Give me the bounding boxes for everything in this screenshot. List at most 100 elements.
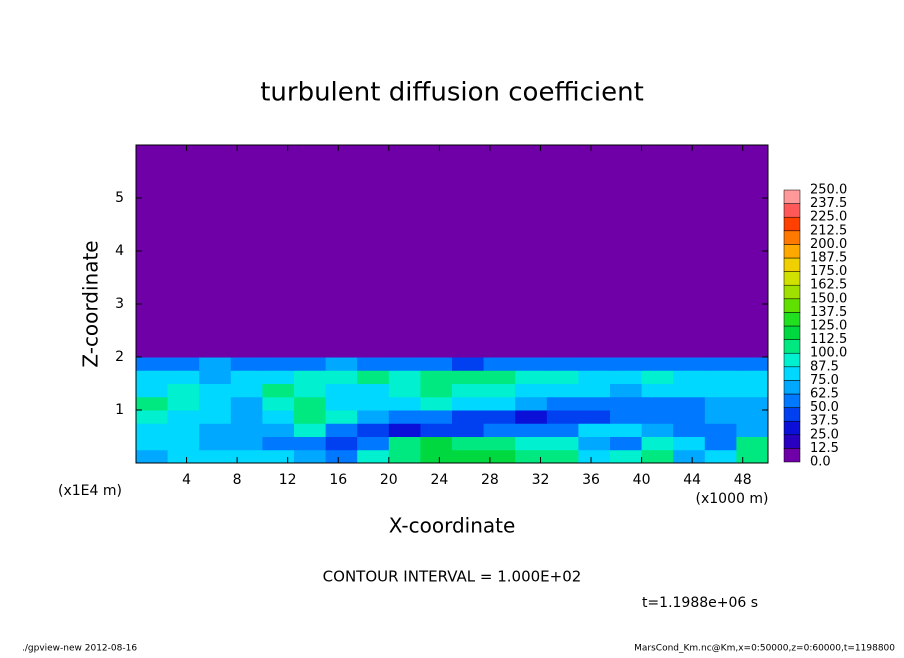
cell <box>294 410 327 424</box>
cell <box>167 357 200 371</box>
cell <box>641 423 674 437</box>
cell <box>641 370 674 384</box>
cell <box>704 383 737 398</box>
cell <box>641 396 674 411</box>
cell <box>230 357 263 371</box>
cell <box>483 436 516 451</box>
y-unit: (x1E4 m) <box>58 483 122 499</box>
cell <box>230 370 263 384</box>
cell <box>325 436 358 451</box>
cell <box>199 423 232 437</box>
cell <box>736 449 769 464</box>
cell <box>641 357 674 371</box>
cell <box>136 357 169 371</box>
x-unit: (x1000 m) <box>696 491 769 507</box>
cell <box>515 423 548 437</box>
cell <box>199 410 232 424</box>
cell <box>610 145 643 358</box>
cell <box>578 436 611 451</box>
cell <box>641 383 674 398</box>
colorbar-label: 12.5 <box>810 441 839 456</box>
cell <box>578 357 611 371</box>
cell <box>704 449 737 464</box>
x-tick-label: 8 <box>233 472 242 488</box>
cell <box>578 145 611 358</box>
x-tick-label: 4 <box>182 472 191 488</box>
cell <box>167 396 200 411</box>
cell <box>420 383 453 398</box>
cell <box>388 436 421 451</box>
colorbar-label: 237.5 <box>810 196 847 211</box>
cell <box>199 145 232 358</box>
cell <box>230 145 263 358</box>
cell <box>546 370 579 384</box>
cell <box>199 449 232 464</box>
cell <box>199 436 232 451</box>
colorbar-swatch <box>783 298 801 313</box>
contour-interval: CONTOUR INTERVAL = 1.000E+02 <box>323 568 582 586</box>
cell <box>325 410 358 424</box>
cell <box>420 357 453 371</box>
time-label: t=1.1988e+06 s <box>642 595 758 611</box>
cell <box>673 370 706 384</box>
colorbar-swatch <box>783 434 801 449</box>
x-tick-label: 20 <box>380 472 398 488</box>
colorbar-swatch <box>783 284 801 300</box>
x-tick-label: 32 <box>532 472 550 488</box>
cell <box>325 423 358 437</box>
cell <box>199 383 232 398</box>
colorbar-swatch <box>783 393 801 408</box>
cell <box>136 383 169 398</box>
y-tick-label: 5 <box>115 190 124 206</box>
x-axis-label: X-coordinate <box>389 514 516 538</box>
cell <box>546 423 579 437</box>
cell <box>736 423 769 437</box>
cell <box>546 357 579 371</box>
cell <box>483 370 516 384</box>
colorbar-swatch <box>783 230 801 245</box>
cell <box>230 436 263 451</box>
cell <box>167 436 200 451</box>
cell <box>357 410 390 424</box>
cell <box>136 449 169 464</box>
cell <box>230 396 263 411</box>
cell <box>357 357 390 371</box>
cell <box>673 396 706 411</box>
colorbar-label: 250.0 <box>810 183 847 198</box>
cell <box>736 410 769 424</box>
x-tick-label: 16 <box>329 472 347 488</box>
x-tick-label: 40 <box>633 472 651 488</box>
cell <box>546 436 579 451</box>
cell <box>641 145 674 358</box>
cell <box>230 383 263 398</box>
colorbar-swatch <box>783 352 801 368</box>
colorbar-swatch <box>783 448 801 463</box>
cell <box>294 436 327 451</box>
cell <box>294 145 327 358</box>
cell <box>452 436 485 451</box>
x-tick-label: 44 <box>683 472 701 488</box>
cell <box>167 423 200 437</box>
cell <box>610 357 643 371</box>
cell <box>388 410 421 424</box>
colorbar-swatch <box>783 189 801 204</box>
colorbar-label: 100.0 <box>810 346 847 361</box>
cell <box>610 383 643 398</box>
cell <box>483 449 516 464</box>
cell <box>578 449 611 464</box>
colorbar-label: 50.0 <box>810 400 839 415</box>
colorbar-label: 175.0 <box>810 264 847 279</box>
colorbar-label: 187.5 <box>810 251 847 266</box>
cell <box>546 449 579 464</box>
cell <box>673 410 706 424</box>
cell <box>199 370 232 384</box>
cell <box>420 449 453 464</box>
cell <box>515 396 548 411</box>
cell <box>673 423 706 437</box>
colorbar-label: 225.0 <box>810 210 847 225</box>
cell <box>515 436 548 451</box>
cell <box>167 449 200 464</box>
cell <box>641 436 674 451</box>
colorbar: 0.012.525.037.550.062.575.087.5100.0112.… <box>783 183 847 470</box>
